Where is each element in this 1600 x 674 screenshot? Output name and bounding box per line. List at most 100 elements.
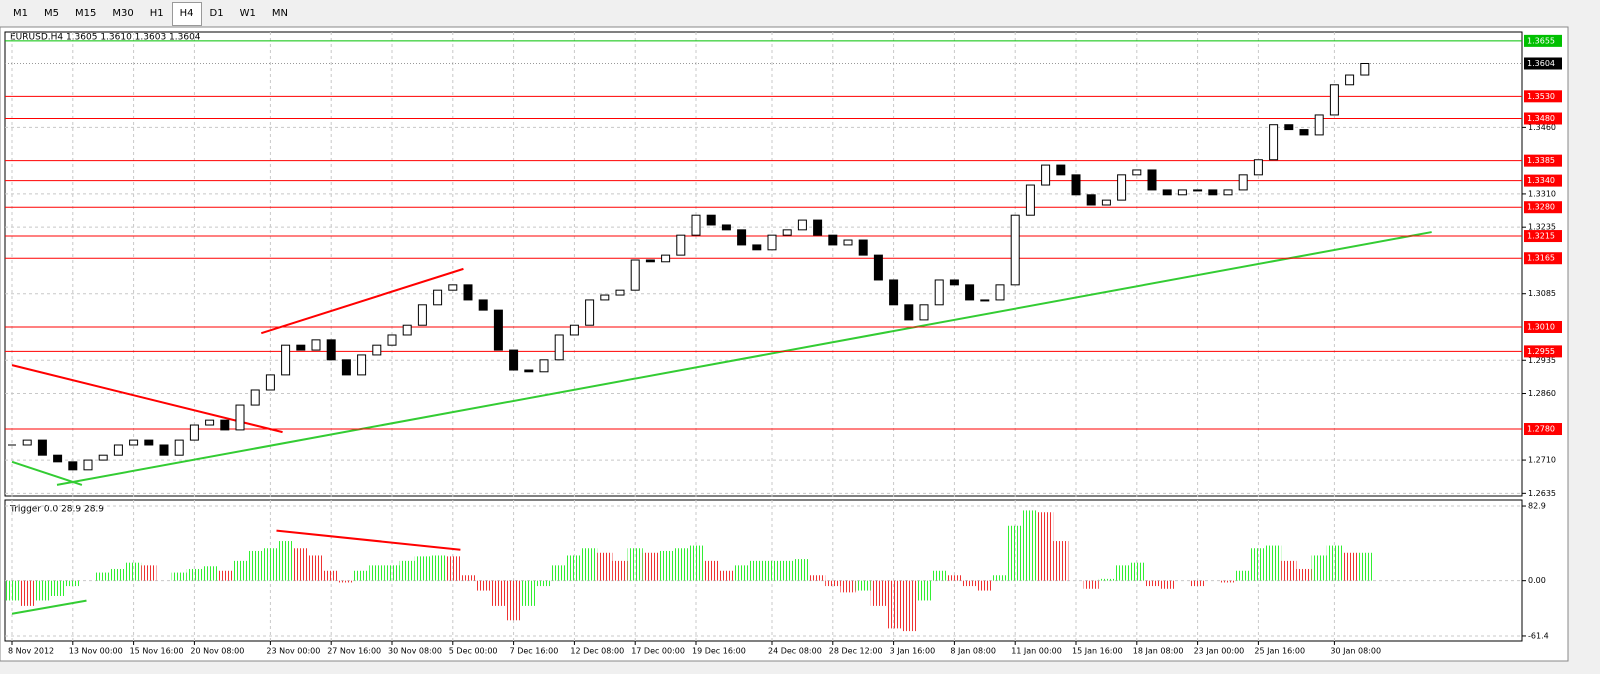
x-tick-label: 30 Nov 08:00 xyxy=(388,647,442,656)
level-label: 1.2780 xyxy=(1527,425,1555,434)
trendline xyxy=(56,231,1432,486)
candle xyxy=(37,439,47,456)
timeframe-button[interactable]: M5 xyxy=(44,8,59,19)
y-tick-label: -61.4 xyxy=(1528,631,1549,640)
candle xyxy=(1162,189,1172,196)
candle xyxy=(326,339,336,361)
y-tick-label: 1.3310 xyxy=(1528,189,1556,198)
timeframe-button[interactable]: H4 xyxy=(171,2,202,26)
level-label-box xyxy=(1524,174,1562,187)
candle xyxy=(113,444,123,456)
candle xyxy=(433,289,443,306)
timeframe-button[interactable]: W1 xyxy=(239,8,256,19)
candle xyxy=(1177,189,1187,196)
candle xyxy=(296,344,306,351)
x-tick-label: 8 Jan 08:00 xyxy=(950,647,996,656)
level-label: 1.3165 xyxy=(1527,254,1555,263)
x-tick-label: 15 Nov 16:00 xyxy=(130,647,184,656)
oscillator-bar xyxy=(551,565,567,581)
candle xyxy=(220,419,230,431)
timeframe-button[interactable]: M1 xyxy=(13,8,28,19)
candle xyxy=(448,284,458,291)
candle xyxy=(1010,214,1020,286)
oscillator-bar xyxy=(475,580,491,591)
oscillator-bar xyxy=(1342,552,1358,581)
candle xyxy=(1223,189,1233,196)
oscillator-bar xyxy=(597,552,613,581)
oscillator-bar xyxy=(506,580,522,621)
oscillator-bar xyxy=(1114,565,1130,581)
candle xyxy=(235,404,245,431)
y-tick-label: 82.9 xyxy=(1528,502,1546,511)
candle xyxy=(1193,189,1203,192)
candle xyxy=(1117,174,1127,201)
oscillator-bar xyxy=(126,562,142,581)
candle xyxy=(1299,129,1309,136)
oscillator-bar xyxy=(1144,580,1160,587)
candle xyxy=(676,234,686,256)
level-label-box xyxy=(1524,201,1562,214)
candle xyxy=(372,344,382,356)
oscillator-bar xyxy=(1281,560,1297,581)
oscillator-bar xyxy=(901,580,917,632)
oscillator-bar xyxy=(658,550,674,581)
oscillator-bar xyxy=(718,570,734,581)
candle xyxy=(189,424,199,441)
candle xyxy=(797,219,807,231)
candle xyxy=(691,214,701,236)
oscillator-bar xyxy=(870,580,886,606)
trendline xyxy=(11,460,83,486)
oscillator-bar xyxy=(1326,545,1342,581)
oscillator-bar xyxy=(1053,541,1069,581)
oscillator-bar xyxy=(430,555,446,581)
oscillator-bar xyxy=(1190,580,1206,587)
oscillator-bar xyxy=(1250,548,1266,581)
oscillator-bar xyxy=(794,559,810,581)
candle xyxy=(509,349,519,371)
oscillator-bar xyxy=(141,565,157,581)
timeframe-button[interactable]: MN xyxy=(271,8,288,19)
timeframe-button[interactable]: M30 xyxy=(112,8,134,19)
x-tick-label: 5 Dec 00:00 xyxy=(449,647,498,656)
oscillator-bar xyxy=(779,560,795,581)
level-label-box xyxy=(1524,230,1562,243)
candle xyxy=(585,299,595,326)
candle xyxy=(965,284,975,301)
candle xyxy=(813,219,823,236)
x-tick-label: 24 Dec 08:00 xyxy=(768,647,822,656)
x-tick-label: 15 Jan 16:00 xyxy=(1072,647,1123,656)
oscillator-bar xyxy=(642,552,658,581)
level-label: 1.3530 xyxy=(1527,92,1555,101)
candle xyxy=(1132,169,1142,176)
timeframe-button[interactable]: M15 xyxy=(75,8,97,19)
oscillator-bar xyxy=(688,545,704,581)
candle xyxy=(615,289,625,296)
level-label: 1.2955 xyxy=(1527,347,1555,356)
candle xyxy=(1071,174,1081,196)
level-label: 1.3385 xyxy=(1527,156,1555,165)
oscillator-bar xyxy=(612,560,628,581)
oscillator-bar xyxy=(1083,580,1099,589)
candle xyxy=(53,454,63,463)
oscillator-bar xyxy=(810,575,826,581)
timeframe-button[interactable]: H1 xyxy=(149,8,164,19)
candle xyxy=(539,359,549,373)
level-label-box xyxy=(1524,154,1562,167)
level-label-box xyxy=(1524,252,1562,265)
candle xyxy=(1329,84,1339,116)
y-tick-label: 1.3235 xyxy=(1528,223,1556,232)
timeframe-button[interactable]: D1 xyxy=(209,8,224,19)
oscillator-bar xyxy=(977,580,993,591)
oscillator-bar xyxy=(50,580,66,596)
oscillator-bar xyxy=(703,560,719,581)
candle xyxy=(889,279,899,306)
oscillator-bar xyxy=(1220,580,1236,583)
candle xyxy=(1056,164,1066,176)
candle xyxy=(600,294,610,301)
candle xyxy=(661,254,671,263)
candle xyxy=(493,309,503,351)
candle xyxy=(949,279,959,286)
oscillator-bar xyxy=(1235,570,1251,581)
trendline xyxy=(276,529,461,551)
candle xyxy=(159,444,169,456)
